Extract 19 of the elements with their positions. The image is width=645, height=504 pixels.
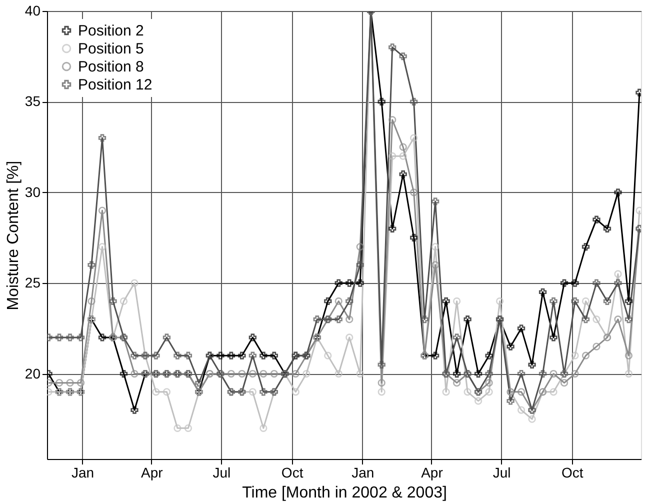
x-tick-label: Jul: [492, 464, 511, 480]
legend-label: Position 2: [78, 22, 144, 40]
x-tick-label: Oct: [562, 464, 584, 480]
x-tick-label: Apr: [421, 464, 444, 480]
x-tick-label: Jan: [72, 464, 94, 480]
legend-label: Position 8: [78, 58, 144, 76]
x-tick-label: Oct: [281, 464, 304, 480]
legend-label: Position 12: [78, 76, 152, 94]
y-tick-label: 20: [24, 365, 41, 382]
x-axis-title: Time [Month in 2002 & 2003]: [242, 484, 447, 502]
y-tick-label: 40: [24, 2, 41, 18]
x-tick-label: Apr: [140, 464, 164, 480]
y-axis-title: Moisture Content [%]: [4, 160, 22, 310]
y-tick-label: 35: [24, 93, 41, 110]
x-tick-label: Jan: [352, 464, 374, 480]
legend-label: Position 5: [78, 40, 144, 58]
x-tick-label: Jul: [212, 464, 231, 480]
y-tick-label: 25: [24, 274, 41, 291]
y-tick-label: 30: [24, 184, 41, 200]
